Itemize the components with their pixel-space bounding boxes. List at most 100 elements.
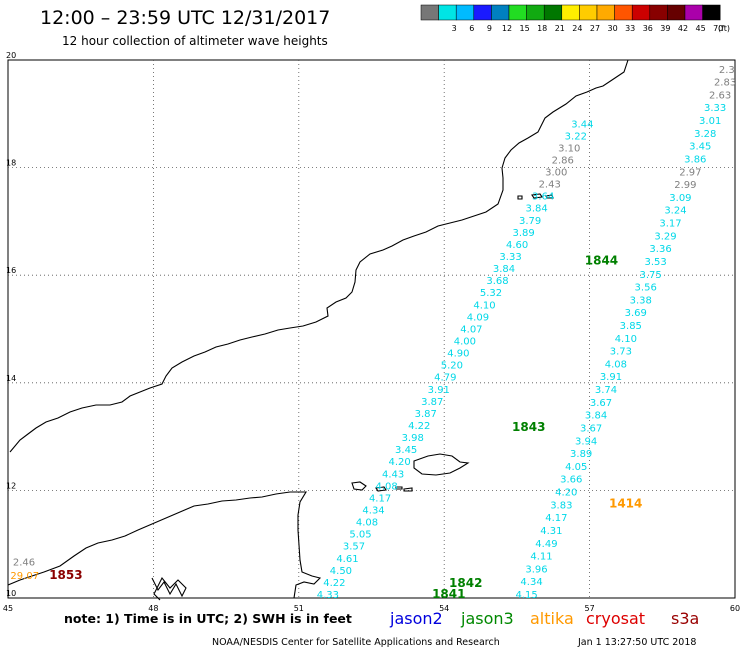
legend-swatch (579, 4, 598, 21)
footer-timestamp: Jan 1 13:27:50 UTC 2018 (577, 637, 696, 648)
legend-tick-label: 36 (643, 24, 653, 33)
wave-height-value: 4.17 (545, 513, 567, 524)
wave-height-value: 3.74 (595, 385, 617, 396)
wave-height-value: 3.17 (659, 219, 681, 230)
wave-height-value: 4.08 (605, 359, 627, 370)
point-label: 29.07 (10, 571, 39, 582)
longitude-tick-label: 60 (730, 604, 740, 613)
legend-tick-label: 18 (537, 24, 547, 33)
wave-height-value: 3.24 (664, 206, 686, 217)
wave-height-value: 4.22 (408, 421, 430, 432)
legend-swatch (649, 4, 668, 21)
wave-height-value: 5.32 (480, 288, 502, 299)
wave-height-value: 3.56 (635, 283, 657, 294)
map-title: 12:00 – 23:59 UTC 12/31/2017 (40, 7, 330, 29)
wave-height-value: 3.10 (558, 143, 580, 154)
wave-height-value: 3.83 (550, 500, 572, 511)
small-island-3 (395, 486, 403, 490)
wave-height-value: 3.96 (525, 564, 547, 575)
wave-height-value: 3.36 (649, 244, 671, 255)
wave-height-value: 4.49 (535, 539, 557, 550)
wave-height-value: 4.79 (434, 373, 456, 384)
coastline (7, 59, 629, 601)
small-island-4 (403, 487, 413, 492)
wave-height-value: 3.33 (704, 103, 726, 114)
point-label: 1841 (432, 587, 465, 601)
latitude-ticks: 20 18 16 14 12 10 (6, 51, 16, 598)
socotra-island (413, 453, 470, 476)
map-subtitle: 12 hour collection of altimeter wave hei… (62, 34, 328, 48)
longitude-tick-label: 45 (3, 604, 13, 613)
wave-height-value: 3.87 (415, 409, 437, 420)
wave-height-value: 3.29 (654, 231, 676, 242)
wave-height-value: 3.28 (694, 129, 716, 140)
wave-height-value: 4.33 (317, 590, 339, 601)
wave-height-value: 4.08 (356, 518, 378, 529)
point-label: 1414 (609, 497, 642, 511)
wave-height-value: 3.91 (600, 372, 622, 383)
wave-height-value: 2.63 (709, 90, 731, 101)
wave-height-value: 4.34 (520, 577, 542, 588)
wave-height-value: 4.50 (330, 566, 352, 577)
track-values: 3.443.223.102.863.002.433.643.843.793.89… (317, 60, 736, 601)
legend-swatch (455, 4, 475, 21)
wave-height-value: 3.64 (532, 192, 554, 203)
wave-height-value: 4.22 (323, 578, 345, 589)
kuria-island-2 (531, 193, 543, 199)
legend-tick-label: 6 (469, 24, 474, 33)
legend-tick-label: 42 (678, 24, 688, 33)
legend-tick-label: 21 (555, 24, 565, 33)
legend-swatch (684, 4, 703, 21)
wave-height-value: 3.94 (575, 436, 597, 447)
wave-height-value: 2.83 (714, 78, 736, 89)
wave-height-value: 3.67 (580, 423, 602, 434)
wave-height-value: 3.68 (486, 276, 508, 287)
wave-height-value: 4.60 (506, 240, 528, 251)
wave-height-value: 3.84 (526, 204, 548, 215)
wave-height-value: 3.87 (421, 397, 443, 408)
wave-height-value: 4.09 (467, 312, 489, 323)
legend-tick-label: 27 (590, 24, 600, 33)
footer-note: note: 1) Time is in UTC; 2) SWH is in fe… (64, 611, 352, 626)
wave-height-value: 3.45 (395, 445, 417, 456)
wave-height-value: 4.07 (460, 324, 482, 335)
wave-height-value: 3.86 (684, 154, 706, 165)
point-label: 1843 (512, 420, 545, 434)
legend-swatch (614, 4, 633, 21)
wave-height-value: 4.17 (369, 493, 391, 504)
wave-height-value: 3.85 (620, 321, 642, 332)
longitude-ticks: 45 48 51 54 57 60 (3, 604, 740, 613)
wave-height-value: 4.00 (454, 337, 476, 348)
wave-height-value: 4.08 (375, 481, 397, 492)
wave-height-value: 3.09 (669, 193, 691, 204)
wave-height-value: 3.75 (640, 270, 662, 281)
wave-height-value: 4.20 (389, 457, 411, 468)
wave-height-value: 3.66 (560, 475, 582, 486)
wave-height-value: 3.38 (630, 295, 652, 306)
point-label: 2.46 (13, 558, 35, 569)
legend-swatch (596, 4, 615, 21)
wave-height-value: 4.20 (555, 488, 577, 499)
wave-height-value: 3.91 (428, 385, 450, 396)
legend-swatch (438, 4, 457, 21)
legend-unit: (ft) (718, 24, 730, 33)
legend-tick-label: 3 (452, 24, 457, 33)
satellite-name: altika (530, 609, 574, 628)
wave-height-value: 3.84 (493, 264, 515, 275)
lake-scribble (151, 576, 187, 601)
longitude-tick-label: 48 (148, 604, 158, 613)
latitude-tick-label: 14 (6, 374, 16, 383)
legend-swatch (702, 4, 721, 21)
latitude-tick-label: 16 (6, 266, 16, 275)
wave-height-value: 4.31 (540, 526, 562, 537)
arabian-coast (9, 59, 629, 453)
wave-height-legend: 3 6 9 12 15 18 21 24 27 30 33 36 39 42 45 70 (420, 4, 723, 33)
legend-tick-label: 33 (625, 24, 635, 33)
wave-height-value: 3.45 (689, 142, 711, 153)
wave-height-value: 3.01 (699, 116, 721, 127)
satellite-name: jason3 (460, 609, 514, 628)
wave-height-value: 3.44 (571, 119, 593, 130)
latitude-tick-label: 20 (6, 51, 16, 60)
